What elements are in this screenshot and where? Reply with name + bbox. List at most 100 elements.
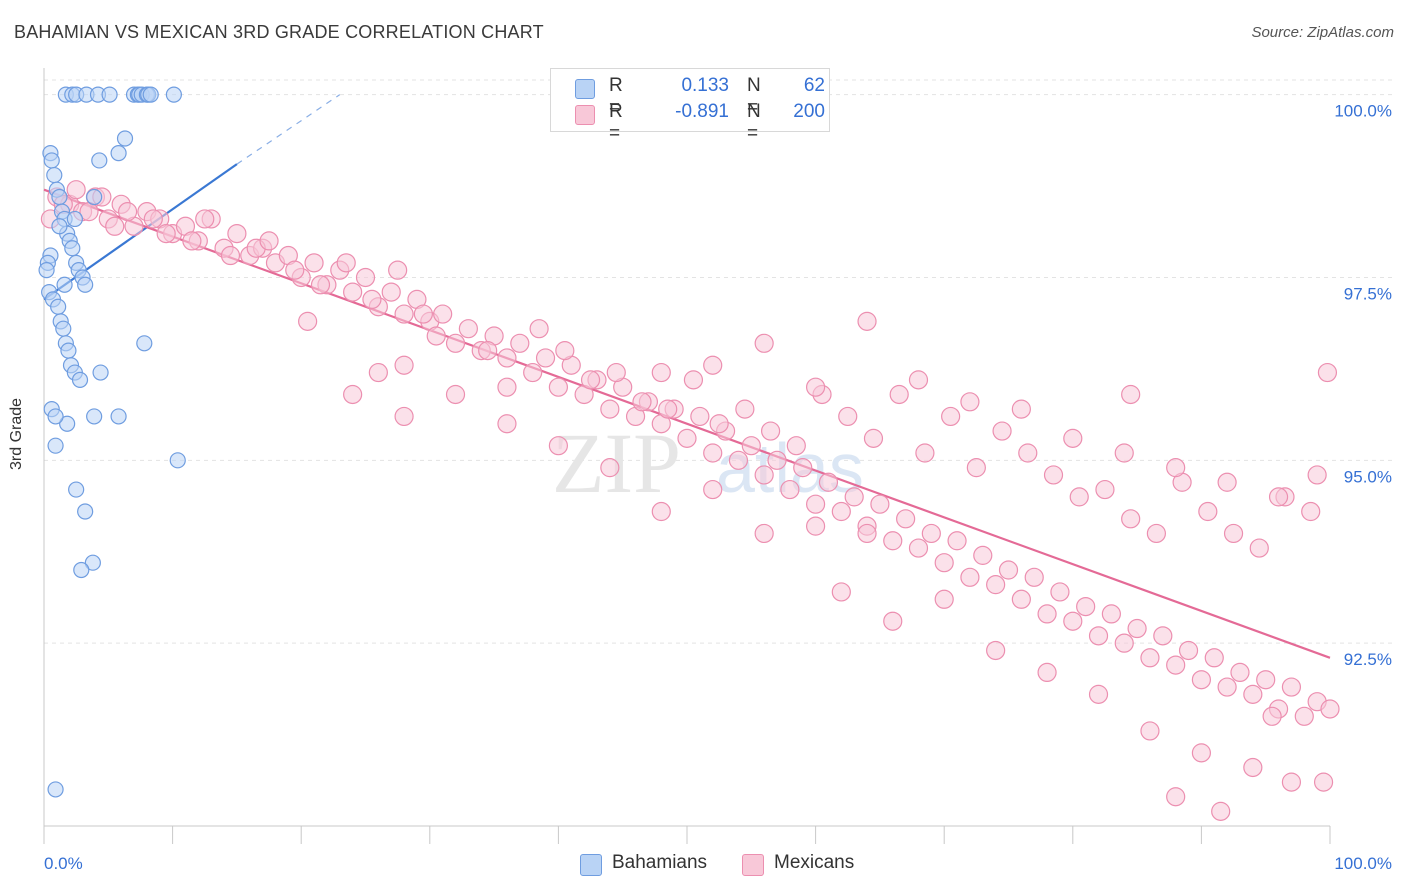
mexican-point (683, 370, 704, 390)
mexican-point (497, 377, 517, 397)
mexican-point (1011, 589, 1031, 609)
r-label: R = (609, 75, 623, 118)
mexican-point (1178, 640, 1199, 661)
mexican-point (227, 223, 247, 244)
mexican-point (413, 304, 433, 324)
mexican-point (1088, 626, 1109, 646)
mexican-point (1127, 618, 1147, 639)
r-label: R = (609, 101, 623, 144)
mexican-point (1307, 465, 1327, 485)
mexican-point (1191, 670, 1212, 690)
mexican-point (1095, 479, 1115, 500)
mexican-point (818, 472, 839, 492)
mexican-point (786, 436, 806, 456)
bahamian-point (110, 145, 127, 162)
mexican-point (908, 538, 929, 558)
mexican-point (368, 362, 388, 383)
bahamians-swatch (575, 79, 595, 99)
mexican-point (310, 275, 331, 295)
bahamian-point (101, 86, 118, 103)
mexican-point (1281, 772, 1302, 792)
mexican-point (1191, 743, 1212, 763)
bahamian-point (59, 415, 76, 432)
n-value: 200 (793, 101, 825, 122)
mexican-point (1262, 706, 1282, 726)
bahamian-point (110, 408, 127, 425)
mexican-point (535, 348, 556, 368)
mexican-point (600, 399, 620, 419)
n-label: N = (747, 101, 761, 144)
mexican-point (1037, 662, 1057, 683)
mexican-point (1037, 604, 1057, 624)
mexican-point (966, 458, 986, 478)
bahamian-point (92, 364, 109, 381)
tick-labels: 92.5% 95.0% 97.5% 100.0% 0.0% 100.0% (44, 102, 1392, 873)
mexican-point (445, 333, 466, 353)
y-tick-label: 100.0% (1334, 102, 1392, 121)
mexican-point (780, 479, 800, 500)
mexican-point (754, 523, 774, 544)
mexican-point (1313, 772, 1334, 792)
mexican-point (580, 370, 601, 390)
n-value: 62 (803, 75, 825, 96)
mexican-point (754, 465, 774, 485)
mexican-point (497, 348, 517, 368)
bahamian-point (71, 371, 89, 388)
mexican-point (831, 501, 851, 522)
mexican-point (220, 245, 241, 266)
mexican-point (1217, 472, 1237, 492)
mexican-point (986, 640, 1006, 661)
mexican-point (921, 523, 941, 544)
mexican-point (606, 362, 626, 383)
bahamian-point (51, 188, 68, 206)
mexicans-legend-label: Mexicans (774, 852, 855, 873)
stats-legend: R = 0.133 N = 62 R = -0.891 N = 200 (550, 68, 830, 144)
mexican-point (805, 494, 826, 514)
mexican-point (1114, 633, 1134, 653)
source-label: Source: ZipAtlas.com (1251, 24, 1394, 41)
mexican-point (478, 341, 498, 361)
bahamian-point (55, 320, 72, 337)
mexican-point (934, 553, 954, 573)
mexican-point (195, 209, 215, 229)
mexican-point (381, 282, 401, 302)
mexican-point (1198, 501, 1218, 522)
mexican-point (1223, 523, 1244, 544)
mexican-point (362, 289, 382, 310)
bahamian-point (116, 130, 134, 147)
bahamian-point (51, 218, 68, 235)
mexican-point (651, 362, 671, 383)
mexican-point (986, 575, 1006, 595)
mexican-point (1243, 684, 1263, 704)
mexican-point (857, 311, 877, 331)
mexican-point (394, 406, 414, 427)
mexicans-legend-swatch (742, 854, 764, 876)
mexican-point (1043, 465, 1064, 485)
bahamian-point (56, 276, 73, 293)
mexican-point (1166, 787, 1186, 807)
data-points (38, 86, 1340, 821)
mexican-point (458, 319, 478, 339)
y-tick-label: 97.5% (1344, 284, 1392, 303)
bahamian-trend-extension (236, 94, 341, 165)
mexican-point (1243, 757, 1263, 778)
mexican-point (741, 436, 761, 456)
series-legend: Bahamians Mexicans (0, 852, 1406, 878)
mexican-point (355, 267, 376, 288)
bahamian-point (84, 554, 101, 571)
mexican-point (1320, 699, 1340, 719)
mexican-point (703, 355, 723, 375)
mexican-point (105, 216, 125, 236)
mexican-point (388, 260, 408, 280)
mexican-point (182, 231, 202, 251)
n-label: N = (747, 75, 761, 118)
mexican-point (1024, 567, 1044, 587)
mexican-point (844, 487, 864, 507)
mexican-point (1114, 443, 1134, 463)
mexican-point (992, 421, 1012, 441)
mexican-point (632, 392, 652, 412)
mexican-point (259, 231, 279, 251)
mexican-point (883, 531, 903, 551)
mexican-point (1101, 604, 1121, 624)
